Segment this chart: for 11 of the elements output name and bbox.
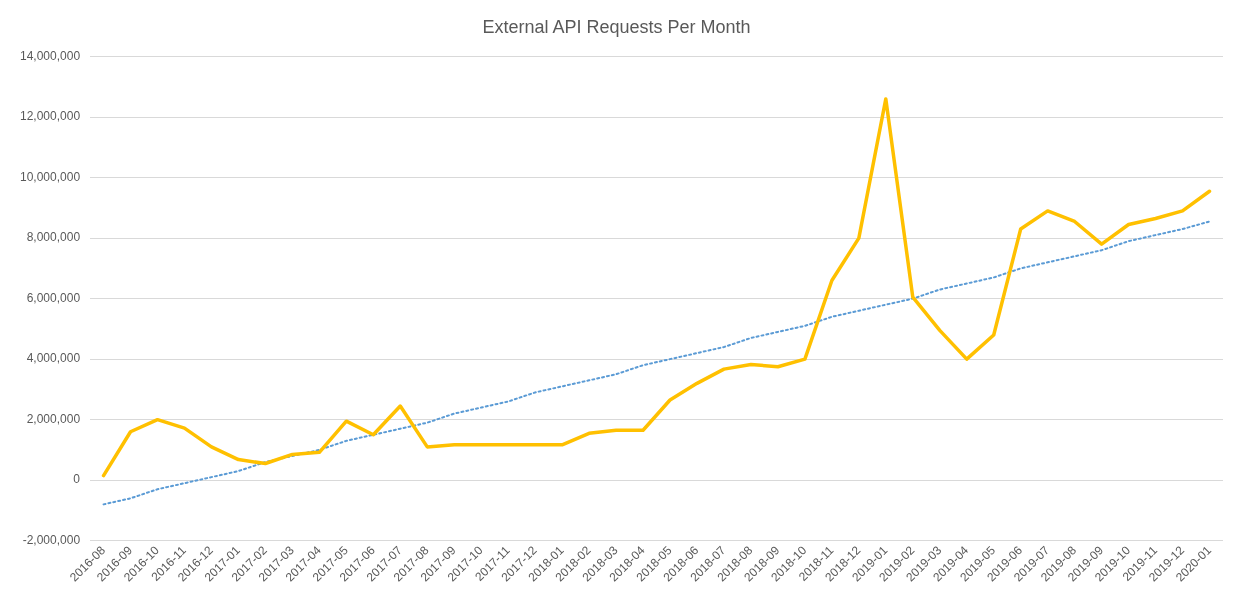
y-tick-label: 14,000,000 xyxy=(20,48,81,63)
y-tick-label: 4,000,000 xyxy=(26,351,81,366)
y-tick-label: -2,000,000 xyxy=(22,532,81,547)
y-tick-label: 8,000,000 xyxy=(26,230,81,245)
y-tick-label: 10,000,000 xyxy=(20,169,81,184)
y-tick-label: 2,000,000 xyxy=(26,411,81,426)
y-tick-label: 12,000,000 xyxy=(20,109,81,124)
line-series xyxy=(102,220,1211,506)
y-tick-label: 0 xyxy=(73,472,81,487)
chart-title: External API Requests Per Month xyxy=(482,16,751,37)
y-tick-label: 6,000,000 xyxy=(26,290,81,305)
